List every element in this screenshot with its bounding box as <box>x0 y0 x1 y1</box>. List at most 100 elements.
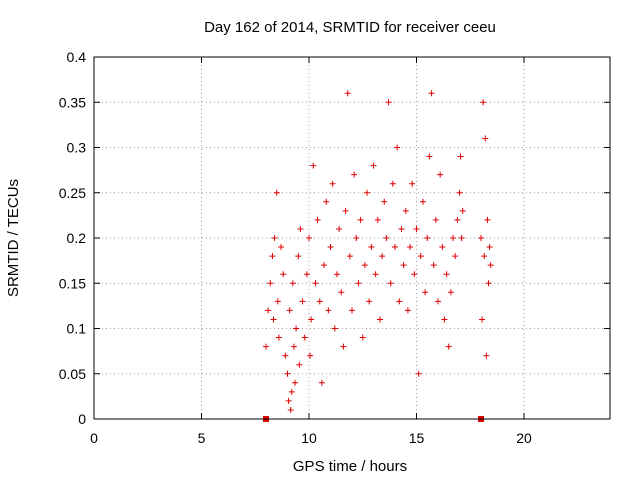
data-point <box>289 280 296 287</box>
data-point <box>376 316 383 323</box>
data-point <box>353 235 360 241</box>
data-point <box>307 352 314 359</box>
data-point <box>292 379 299 386</box>
data-point <box>267 280 274 287</box>
data-point <box>394 144 401 151</box>
data-point <box>424 235 431 241</box>
y-tick-label: 0.4 <box>67 49 87 65</box>
data-point <box>485 280 492 287</box>
data-point <box>329 180 336 187</box>
data-point <box>351 171 358 178</box>
data-point <box>312 280 319 287</box>
data-point <box>316 298 323 305</box>
data-point <box>269 253 276 260</box>
data-point <box>389 180 396 187</box>
data-point <box>486 244 493 251</box>
data-point <box>484 216 491 223</box>
data-point <box>287 406 294 413</box>
data-point <box>385 99 392 106</box>
data-point <box>422 289 429 296</box>
data-point <box>325 307 332 314</box>
data-point <box>437 171 444 178</box>
data-point <box>456 189 463 196</box>
data-point <box>296 361 303 368</box>
data-point <box>275 334 282 341</box>
data-point <box>323 198 330 205</box>
data-point <box>270 316 277 323</box>
data-point <box>286 307 293 314</box>
data-point <box>285 397 292 404</box>
data-point <box>364 189 371 196</box>
data-point <box>301 334 308 341</box>
data-point <box>338 289 345 296</box>
data-point <box>404 307 411 314</box>
data-point <box>288 388 295 395</box>
data-point <box>280 271 287 278</box>
data-point <box>327 244 334 251</box>
data-point <box>435 298 441 305</box>
data-point <box>392 244 398 251</box>
data-point <box>361 262 368 269</box>
data-point <box>483 352 490 359</box>
data-point <box>411 271 418 278</box>
data-point <box>383 235 390 241</box>
grid <box>94 57 610 419</box>
data-point <box>409 180 416 187</box>
data-point <box>419 198 426 205</box>
data-point <box>454 216 461 223</box>
chart-title: Day 162 of 2014, SRMTID for receiver cee… <box>204 19 496 36</box>
data-point <box>400 262 407 269</box>
data-point <box>372 271 379 278</box>
y-tick-label: 0.3 <box>67 140 87 156</box>
data-point <box>274 298 281 305</box>
data-point <box>265 307 272 314</box>
data-point <box>340 343 347 350</box>
data-point <box>318 379 325 386</box>
data-point <box>299 298 306 305</box>
data-point <box>357 216 364 223</box>
plot-frame <box>93 56 611 420</box>
data-point <box>359 334 366 341</box>
data-point <box>336 225 343 232</box>
scatter-points <box>263 90 494 413</box>
data-point <box>379 253 386 260</box>
y-tick-label: 0.25 <box>59 185 86 201</box>
data-point <box>370 162 377 169</box>
data-point <box>441 316 448 323</box>
data-point <box>413 225 420 232</box>
data-point <box>458 235 465 241</box>
data-point <box>482 135 489 142</box>
data-point <box>398 225 405 232</box>
data-point <box>278 244 285 251</box>
x-tick-label: 10 <box>301 430 317 446</box>
data-point <box>263 343 269 350</box>
y-tick-label: 0.35 <box>59 94 86 110</box>
data-point <box>478 235 484 241</box>
data-point <box>306 235 312 241</box>
data-point <box>297 225 304 232</box>
y-tick-label: 0.15 <box>59 275 86 291</box>
data-point <box>368 244 375 251</box>
x-tick-label: 0 <box>90 430 98 446</box>
data-point <box>290 343 297 350</box>
data-point <box>314 216 321 223</box>
y-tick-label: 0.2 <box>67 230 87 246</box>
data-point <box>459 207 466 214</box>
data-point <box>445 343 452 350</box>
y-axis-label: SRMTID / TECUs <box>5 179 22 297</box>
data-point <box>366 298 373 305</box>
data-point <box>396 298 403 305</box>
data-point <box>417 253 424 260</box>
data-point <box>387 280 394 287</box>
data-point <box>402 207 409 214</box>
data-point <box>415 370 422 377</box>
y-tick-label: 0 <box>78 411 86 427</box>
data-point <box>344 90 351 97</box>
data-point <box>349 307 355 314</box>
data-point <box>443 271 450 278</box>
x-tick-label: 5 <box>198 430 206 446</box>
data-point <box>480 99 487 106</box>
data-point <box>374 216 381 223</box>
data-point <box>426 153 433 160</box>
